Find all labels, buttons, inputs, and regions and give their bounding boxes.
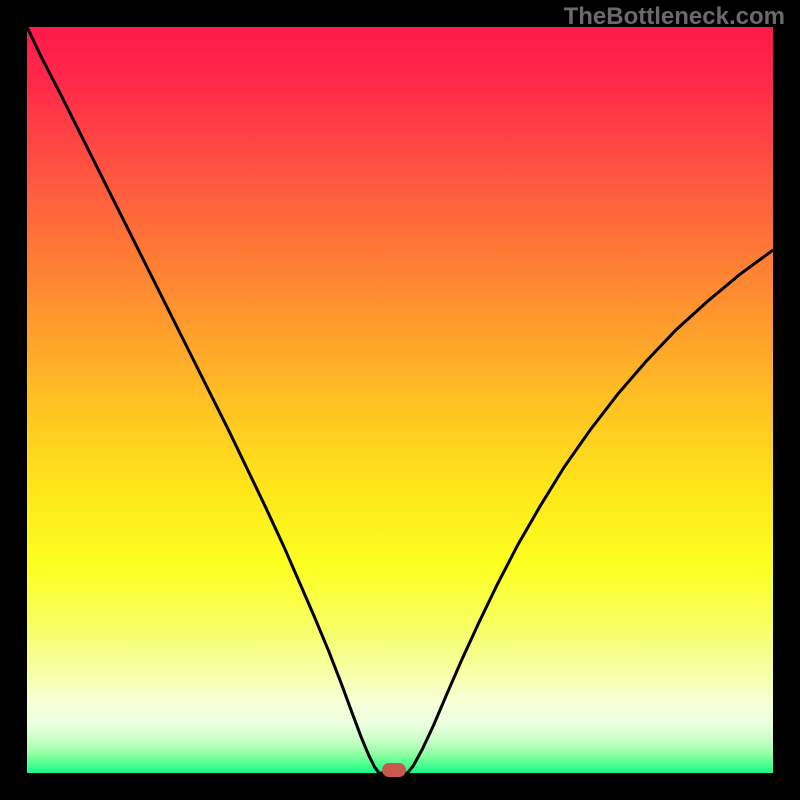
watermark-text: TheBottleneck.com [564, 3, 785, 31]
plot-background [27, 27, 773, 773]
bottleneck-chart: TheBottleneck.com [0, 0, 800, 800]
minimum-marker [382, 763, 406, 777]
chart-svg [0, 0, 800, 800]
